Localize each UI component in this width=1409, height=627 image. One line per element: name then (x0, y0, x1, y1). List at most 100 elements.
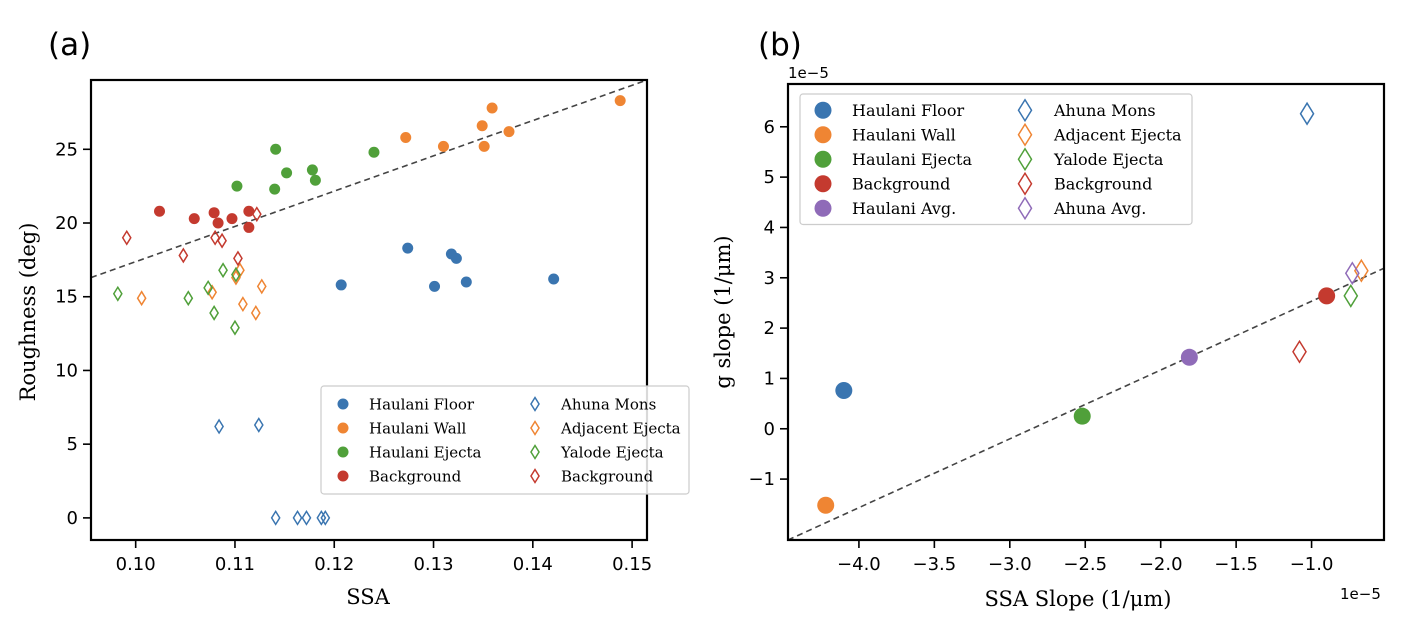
legend-marker-background-diamond (1017, 171, 1033, 196)
data-point-haulani-ejecta-circle-2 (269, 183, 281, 195)
series-background-diamond (121, 206, 262, 267)
data-point-yalode-ejecta-diamond-2 (203, 279, 214, 296)
legend-box-b (799, 93, 1193, 226)
data-point-background-diamond-0 (1292, 339, 1307, 364)
legend-label-haulani-avg-circle: Haulani Avg. (852, 199, 956, 218)
x-tick-label-a: 0.13 (413, 554, 453, 575)
series-ahuna-mons-diamond (214, 417, 331, 526)
legend-marker-haulani-floor-circle (814, 101, 832, 119)
data-point-haulani-ejecta-circle-6 (368, 146, 380, 158)
data-point-haulani-floor-circle-6 (548, 273, 560, 285)
plot-area-b: −4.0 −3.5 −3.0 −2.5 −2.0 −1.5 −1.0 −1 0 1 2 3 4 5 6 Hau… (748, 82, 1386, 575)
legend-label-background-circle: Background (369, 467, 462, 485)
legend-marker-ahuna-mons-diamond (1017, 98, 1033, 123)
series-yalode-ejecta-diamond (112, 262, 241, 336)
y-tick-label-b: −1 (748, 469, 775, 490)
data-point-ahuna-mons-diamond-6 (320, 509, 331, 526)
data-point-background-circle-2 (208, 207, 220, 219)
legend-label-adjacent-ejecta-diamond: Adjacent Ejecta (1053, 126, 1182, 145)
legend-marker-ahuna-mons-diamond (530, 396, 540, 412)
legend-label-yalode-ejecta-diamond: Yalode Ejecta (560, 443, 664, 461)
data-point-ahuna-mons-diamond-2 (270, 509, 281, 526)
data-point-haulani-wall-circle-4 (486, 102, 498, 114)
y-tick-label-a: 10 (55, 360, 78, 381)
legend-label-adjacent-ejecta-diamond: Adjacent Ejecta (560, 419, 681, 437)
series-adjacent-ejecta-diamond (1353, 258, 1369, 283)
legend-label-background-circle: Background (852, 175, 950, 194)
y-tick-label-b: 6 (764, 117, 775, 138)
series-ahuna-mons-diamond (1299, 101, 1315, 126)
data-point-haulani-ejecta-circle-0 (1073, 407, 1091, 425)
legend-marker-haulani-ejecta-circle (814, 150, 832, 168)
data-point-haulani-floor-circle-0 (835, 382, 853, 400)
x-tick-label-a: 0.15 (612, 554, 652, 575)
series-haulani-wall-circle (817, 496, 835, 514)
x-tick-label-a: 0.14 (513, 554, 553, 575)
data-point-haulani-wall-circle-1 (437, 140, 449, 152)
legend-marker-haulani-avg-circle (814, 199, 832, 217)
data-point-haulani-wall-circle-0 (817, 496, 835, 514)
data-point-yalode-ejecta-diamond-4 (218, 262, 228, 279)
x-axis-label-b: SSA Slope (1/μm) (985, 587, 1172, 611)
data-point-adjacent-ejecta-diamond-0 (136, 290, 147, 307)
x-tick-label-b: −4.0 (837, 554, 881, 575)
data-point-adjacent-ejecta-diamond-3 (235, 262, 245, 279)
y-tick-label-b: 1 (764, 368, 775, 389)
legend-label-background-diamond: Background (561, 467, 654, 485)
data-point-ahuna-mons-diamond-4 (301, 509, 312, 526)
x-tick-label-a: 0.12 (314, 554, 354, 575)
legend-a: Haulani Floor Haulani Wall Haulani Ejecta B… (320, 385, 690, 495)
x-tick-label-a: 0.11 (215, 554, 255, 575)
y-offset-label-b: 1e−5 (788, 64, 829, 82)
legend-label-ahuna-mons-diamond: Ahuna Mons (560, 395, 656, 413)
legend-label-ahuna-avg-diamond: Ahuna Avg. (1053, 199, 1146, 218)
data-point-adjacent-ejecta-diamond-5 (250, 305, 261, 321)
y-tick-label-b: 0 (764, 419, 775, 440)
data-point-haulani-floor-circle-1 (402, 242, 414, 254)
legend-label-haulani-floor-circle: Haulani Floor (852, 101, 964, 120)
y-tick-label-a: 0 (67, 508, 78, 529)
data-point-background-circle-3 (212, 217, 224, 229)
legend-label-haulani-ejecta-circle: Haulani Ejecta (852, 150, 972, 169)
data-point-background-circle-4 (226, 213, 238, 225)
x-tick-label-b: −3.0 (988, 554, 1032, 575)
legend-label-yalode-ejecta-diamond: Yalode Ejecta (1053, 150, 1164, 169)
data-point-haulani-wall-circle-3 (478, 140, 490, 152)
data-point-haulani-wall-circle-6 (614, 95, 626, 107)
data-point-ahuna-avg-diamond-0 (1344, 261, 1360, 286)
legend-marker-yalode-ejecta-diamond (1017, 147, 1033, 172)
data-point-haulani-wall-circle-5 (503, 126, 515, 138)
series-haulani-ejecta-circle (231, 143, 380, 195)
data-point-haulani-floor-circle-2 (429, 280, 441, 292)
panel-a: (a) 0.10 0.11 0.12 0.13 0.14 0.15 0 5 10 15 20 25 Ha… (16, 27, 690, 609)
legend-marker-haulani-wall-circle (814, 126, 832, 144)
y-tick-label-b: 2 (764, 318, 775, 339)
y-tick-label-b: 3 (764, 268, 775, 289)
data-point-ahuna-mons-diamond-5 (316, 509, 327, 526)
data-point-haulani-wall-circle-2 (476, 120, 488, 132)
axes-frame-a (89, 78, 649, 542)
legend-marker-ahuna-avg-diamond (1017, 196, 1033, 221)
y-tick-label-a: 25 (55, 139, 78, 160)
data-point-background-diamond-5 (251, 206, 262, 223)
y-tick-label-a: 15 (55, 287, 78, 308)
data-point-ahuna-mons-diamond-3 (292, 509, 303, 526)
legend-label-background-diamond: Background (1054, 175, 1152, 194)
legend-marker-background-circle (814, 175, 832, 193)
data-point-haulani-ejecta-circle-5 (309, 174, 321, 186)
data-point-background-circle-6 (243, 221, 255, 233)
y-tick-label-b: 4 (764, 217, 775, 238)
data-point-ahuna-mons-diamond-1 (253, 417, 264, 433)
legend-label-haulani-ejecta-circle: Haulani Ejecta (369, 443, 482, 461)
data-point-background-circle-5 (243, 205, 255, 217)
series-yalode-ejecta-diamond (1343, 283, 1359, 308)
x-tick-label-b: −2.0 (1139, 554, 1183, 575)
data-point-background-diamond-0 (121, 229, 132, 246)
data-point-adjacent-ejecta-diamond-1 (207, 284, 218, 301)
legend-marker-haulani-wall-circle (337, 422, 349, 434)
data-point-background-circle-1 (188, 213, 200, 225)
legend-marker-haulani-ejecta-circle (337, 446, 349, 458)
legend-b: Haulani Floor Haulani Wall Haulani Ejecta B… (799, 93, 1193, 226)
series-background-circle (154, 205, 255, 233)
